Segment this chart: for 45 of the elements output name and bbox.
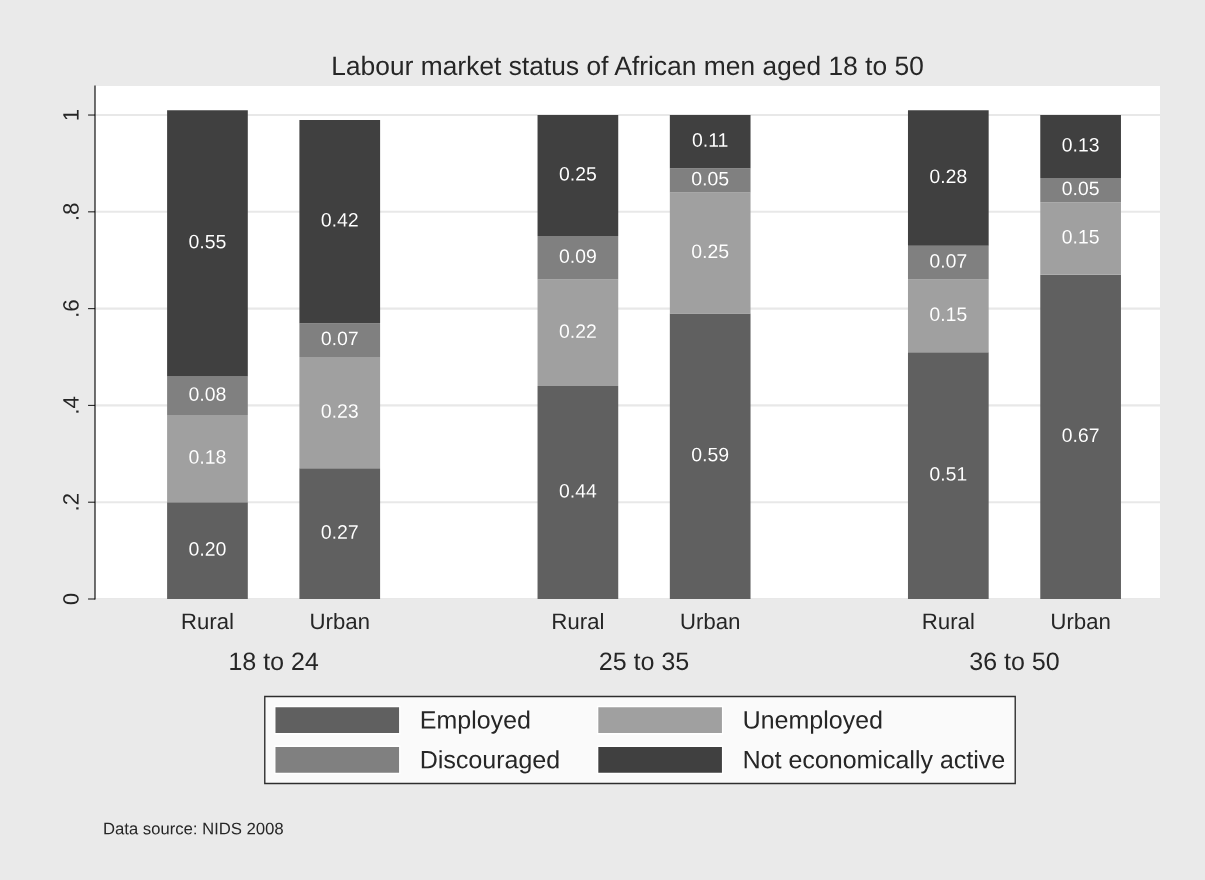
source-note: Data source: NIDS 2008 [104,822,283,835]
data-label: 0.18 [189,450,226,464]
text: 25 to 35 [600,652,689,671]
data-label: 0.07 [321,331,358,346]
y-tick-label: 0 [63,593,79,605]
data-label: 0.15 [1062,229,1099,244]
data-label: 0.05 [692,171,729,186]
chart-title: Labour market status of African men aged 18 to 50 [333,55,923,81]
y-tick-label: .8 [63,203,79,220]
text: 36 to 50 [970,652,1059,671]
data-label: 0.25 [559,166,596,181]
legend-label: Unemployed [744,710,882,734]
data-label: 0.20 [189,542,226,556]
x-tick-label: Urban [681,612,740,630]
data-label: 0.28 [930,169,967,184]
data-label: 0.11 [692,133,728,147]
x-tick-label: Urban [311,612,369,630]
data-label: 0.44 [559,483,597,498]
legend-label: Not economically active [744,750,1005,774]
data-label: 0.15 [930,307,967,322]
legend-label: Discouraged [421,750,559,774]
x-tick-label: Rural [923,612,974,630]
data-label: 0.67 [1062,428,1099,443]
y-tick-label: .2 [63,494,79,510]
x-tick-label: Urban [1052,612,1110,630]
legend-label: Employed [421,710,530,734]
data-label: 0.42 [321,212,358,227]
y-tick-label: .4 [63,396,79,413]
y-tick-label: 1 [63,109,79,120]
y-tick-label: .6 [63,300,79,316]
text: 18 to 24 [230,652,319,671]
x-tick-label: Rural [182,612,233,630]
data-label: 0.51 [930,467,967,481]
data-label: 0.22 [559,324,596,339]
data-label: 0.27 [321,525,358,539]
data-label: 0.55 [189,234,226,249]
x-tick-label: Rural [553,612,603,630]
data-label: 0.07 [930,254,967,268]
data-label: 0.13 [1062,137,1099,152]
data-label: 0.08 [189,387,226,401]
data-label: 0.05 [1062,181,1099,196]
data-label: 0.25 [692,244,729,259]
data-label: 0.59 [692,447,729,462]
data-label: 0.23 [321,404,358,418]
data-label: 0.09 [559,249,596,264]
